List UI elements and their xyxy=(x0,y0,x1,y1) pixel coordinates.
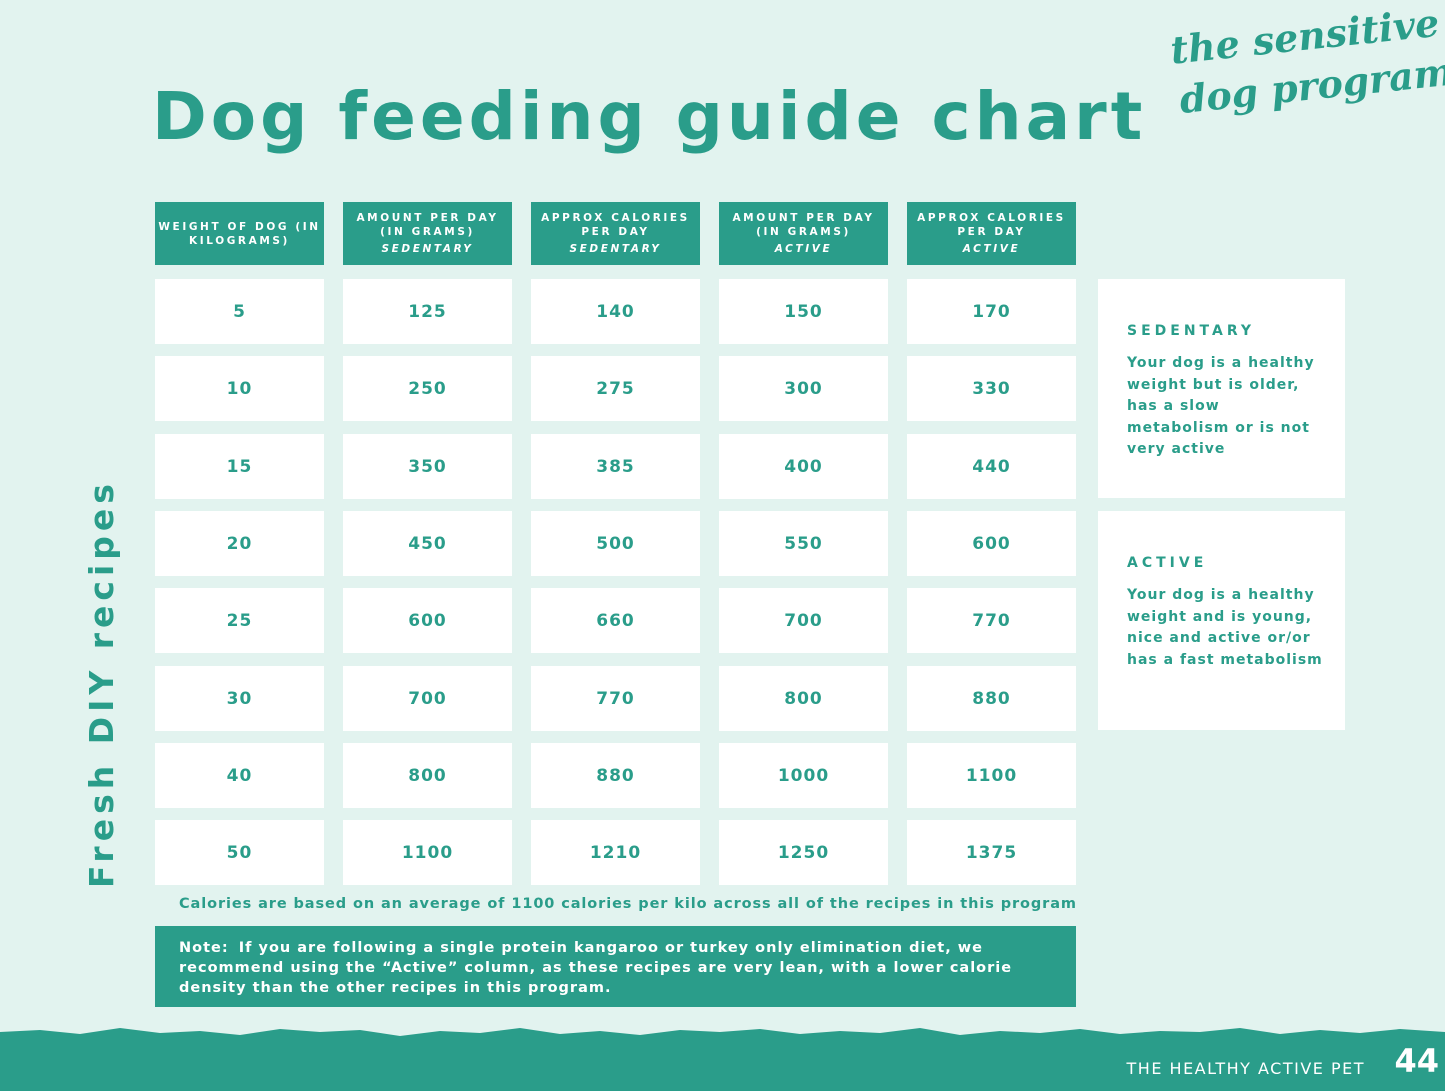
header-sub: Sedentary xyxy=(569,243,662,255)
header-main: Amount per day (in grams) xyxy=(356,212,499,238)
table-cell: 275 xyxy=(531,356,700,421)
table-cell: 550 xyxy=(719,511,888,576)
table-cell: 600 xyxy=(343,588,512,653)
publisher-name: THE HEALTHY ACTIVE PET xyxy=(1126,1059,1365,1078)
table-cell: 1100 xyxy=(343,820,512,885)
table-cell: 1375 xyxy=(907,820,1076,885)
table-cell: 880 xyxy=(531,743,700,808)
table-cell: 450 xyxy=(343,511,512,576)
table-cell: 400 xyxy=(719,434,888,499)
table-cell: 1210 xyxy=(531,820,700,885)
header-main: Approx calories per day xyxy=(541,212,690,238)
header-amount-active: Amount per day (in grams) Active xyxy=(719,202,888,265)
table-cell: 1000 xyxy=(719,743,888,808)
calories-footnote: Calories are based on an average of 1100… xyxy=(179,896,1077,912)
table-cell: 770 xyxy=(531,666,700,731)
table-cell: 350 xyxy=(343,434,512,499)
table-cell: 660 xyxy=(531,588,700,653)
table-cell: 30 xyxy=(155,666,324,731)
table-cell: 250 xyxy=(343,356,512,421)
page-title: Dog feeding guide chart xyxy=(152,78,1147,155)
note-text: If you are following a single protein ka… xyxy=(179,940,1013,996)
table-cell: 125 xyxy=(343,279,512,344)
table-cell: 25 xyxy=(155,588,324,653)
table-cell: 170 xyxy=(907,279,1076,344)
table-cell: 20 xyxy=(155,511,324,576)
footer-wave xyxy=(0,1028,1445,1091)
table-cell: 10 xyxy=(155,356,324,421)
page-number: 44 xyxy=(1394,1042,1439,1080)
note-label: Note: xyxy=(179,940,229,956)
table-cell: 140 xyxy=(531,279,700,344)
table-cell: 1100 xyxy=(907,743,1076,808)
header-sub: Active xyxy=(962,243,1021,255)
header-sub: Sedentary xyxy=(381,243,474,255)
legend-text: Your dog is a healthy weight but is olde… xyxy=(1127,355,1315,457)
table-cell: 330 xyxy=(907,356,1076,421)
table-cell: 600 xyxy=(907,511,1076,576)
legend-text: Your dog is a healthy weight and is youn… xyxy=(1127,587,1323,668)
table-cell: 385 xyxy=(531,434,700,499)
header-main: Amount per day (in grams) xyxy=(732,212,875,238)
table-cell: 500 xyxy=(531,511,700,576)
table-cell: 5 xyxy=(155,279,324,344)
note-box: Note: If you are following a single prot… xyxy=(155,926,1076,1007)
table-cell: 300 xyxy=(719,356,888,421)
legend-sedentary: SEDENTARY Your dog is a healthy weight b… xyxy=(1098,279,1345,498)
table-cell: 800 xyxy=(719,666,888,731)
table-cell: 50 xyxy=(155,820,324,885)
table-cell: 770 xyxy=(907,588,1076,653)
table-cell: 880 xyxy=(907,666,1076,731)
legend-heading: ACTIVE xyxy=(1127,555,1208,571)
side-label: Fresh DIY recipes xyxy=(82,479,121,888)
header-calories-active: Approx calories per day Active xyxy=(907,202,1076,265)
table-cell: 15 xyxy=(155,434,324,499)
header-main: Approx calories per day xyxy=(917,212,1066,238)
header-calories-sedentary: Approx calories per day Sedentary xyxy=(531,202,700,265)
header-main: Weight of dog (in kilograms) xyxy=(158,220,321,247)
brand-logo: the sensitive dog program xyxy=(1168,0,1445,125)
header-sub: Active xyxy=(774,243,833,255)
legend-heading: SEDENTARY xyxy=(1127,323,1255,339)
table-cell: 700 xyxy=(343,666,512,731)
legend-active: ACTIVE Your dog is a healthy weight and … xyxy=(1098,511,1345,730)
table-cell: 1250 xyxy=(719,820,888,885)
table-cell: 700 xyxy=(719,588,888,653)
table-cell: 800 xyxy=(343,743,512,808)
table-cell: 40 xyxy=(155,743,324,808)
header-amount-sedentary: Amount per day (in grams) Sedentary xyxy=(343,202,512,265)
table-cell: 440 xyxy=(907,434,1076,499)
table-cell: 150 xyxy=(719,279,888,344)
header-weight: Weight of dog (in kilograms) xyxy=(155,202,324,265)
